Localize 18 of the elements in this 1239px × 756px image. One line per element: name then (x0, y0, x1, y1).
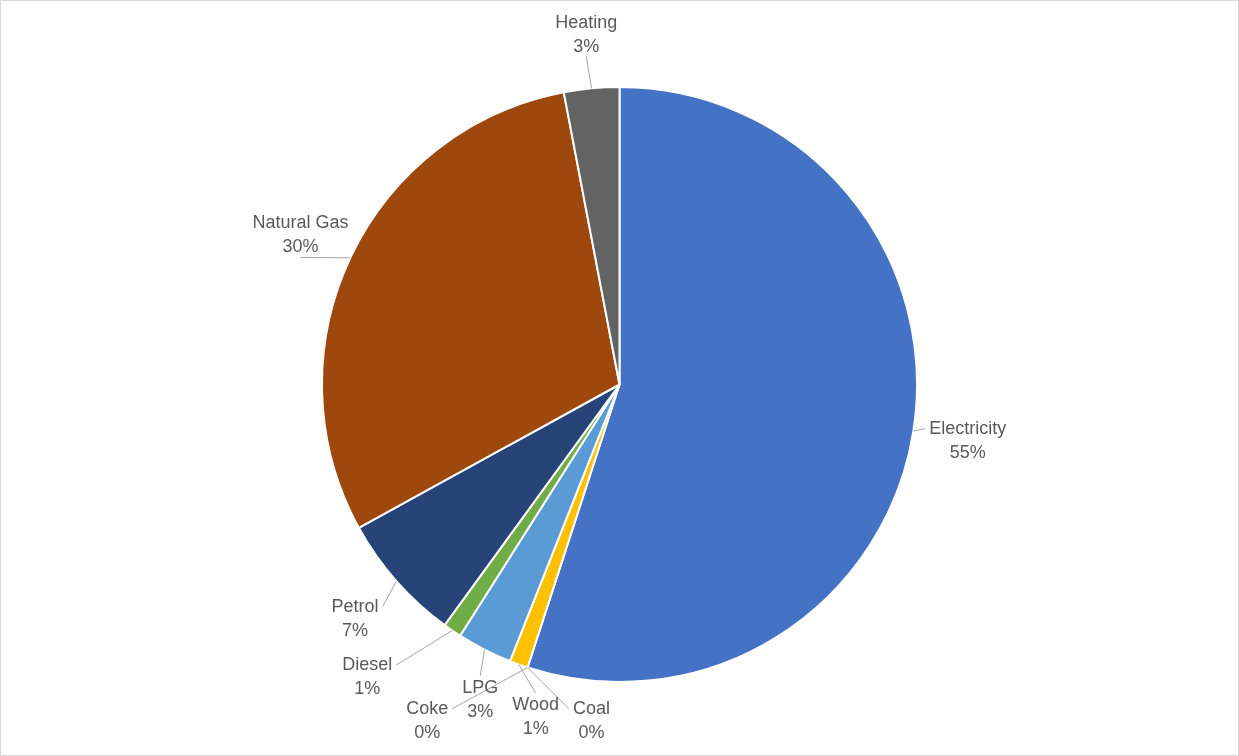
data-label: 1% (354, 678, 381, 699)
slice-label: Electricity (929, 417, 1007, 438)
text: 0% (414, 721, 441, 742)
slice-label: Petrol (331, 595, 379, 616)
text: 0% (578, 721, 605, 742)
slice-label: LPG (462, 676, 499, 697)
slice-label: Diesel (342, 654, 393, 675)
slice-label: Heating (555, 11, 618, 32)
data-label: 7% (342, 619, 369, 640)
data-label: 3% (467, 700, 494, 721)
data-label: 1% (522, 718, 549, 739)
category-label: Coal (573, 697, 611, 718)
data-label: 55% (949, 441, 986, 462)
data-label: 3% (573, 35, 600, 56)
slice-label: Natural Gas (252, 212, 349, 233)
slice-label: Wood (512, 694, 560, 715)
data-label: 30% (282, 236, 319, 257)
category-label: Coke (406, 697, 449, 718)
